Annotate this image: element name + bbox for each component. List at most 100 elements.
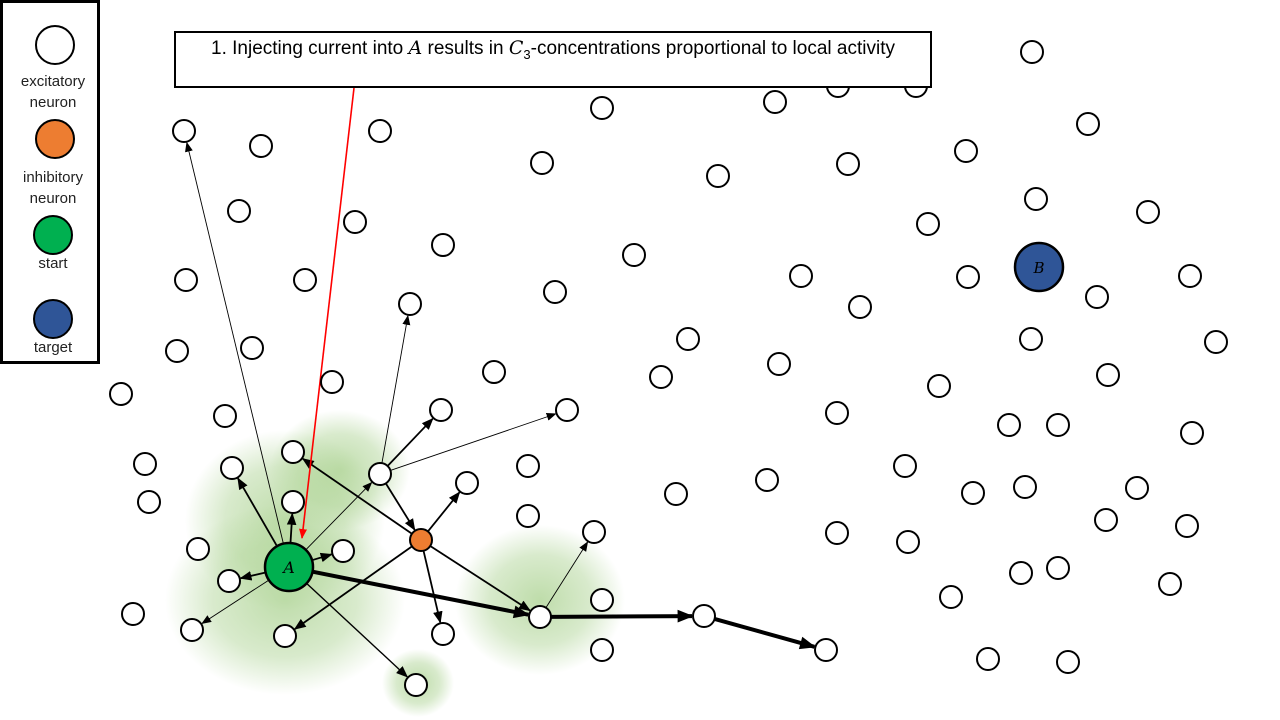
synapse-edge	[427, 491, 461, 533]
excitatory-neuron	[186, 537, 210, 561]
excitatory-neuron	[622, 243, 646, 267]
excitatory-neuron	[763, 90, 787, 114]
target-neuron	[1013, 241, 1065, 293]
excitatory-neuron	[1136, 200, 1160, 224]
callout-box: 1. Injecting current into A results in C…	[174, 31, 932, 88]
excitatory-neuron	[1024, 187, 1048, 211]
excitatory-neuron	[429, 398, 453, 422]
excitatory-neuron	[528, 605, 552, 629]
legend-start-label: start	[38, 255, 68, 272]
excitatory-neuron	[1158, 572, 1182, 596]
excitatory-neuron	[676, 327, 700, 351]
excitatory-neuron	[1204, 330, 1228, 354]
synapse-edge	[286, 512, 297, 544]
synapse-edge	[306, 582, 409, 678]
excitatory-neuron	[368, 462, 392, 486]
excitatory-neuron	[692, 604, 716, 628]
legend-excitatory-label: excitatory neuron	[20, 73, 86, 111]
synapse-edge	[381, 314, 411, 464]
excitatory-neuron	[1076, 112, 1100, 136]
synapse-edge	[293, 545, 413, 630]
synapse-edge	[422, 550, 443, 624]
activity-glow	[165, 505, 405, 695]
start-neuron	[263, 541, 315, 593]
legend: excitatory neuron inhibitory neuron star…	[0, 0, 100, 364]
excitatory-neuron	[180, 618, 204, 642]
excitatory-neuron	[976, 647, 1000, 671]
excitatory-neuron	[455, 471, 479, 495]
excitatory-neuron	[1019, 327, 1043, 351]
excitatory-neuron	[1096, 363, 1120, 387]
legend-target-swatch	[33, 299, 73, 339]
excitatory-neuron	[896, 530, 920, 554]
excitatory-neuron	[398, 292, 422, 316]
synapse-edge	[301, 458, 413, 535]
excitatory-neuron	[227, 199, 251, 223]
excitatory-neuron	[1180, 421, 1204, 445]
synapse-edge	[237, 477, 278, 547]
inhibitory-neuron	[409, 528, 433, 552]
excitatory-neuron	[956, 265, 980, 289]
excitatory-neuron	[1085, 285, 1109, 309]
excitatory-neuron	[1175, 514, 1199, 538]
target-neuron-label: B	[1032, 259, 1044, 277]
excitatory-neuron	[590, 638, 614, 662]
synapse-edge	[385, 482, 416, 531]
callout-subscript: 3	[523, 46, 531, 62]
excitatory-neuron	[431, 233, 455, 257]
special-node-layer: AB	[263, 241, 1065, 593]
activity-glow-layer	[165, 410, 625, 717]
synapse-edge	[714, 617, 816, 650]
excitatory-neuron	[1046, 413, 1070, 437]
legend-inhibitory-swatch	[35, 119, 75, 159]
excitatory-neuron	[848, 295, 872, 319]
excitatory-neuron	[1046, 556, 1070, 580]
excitatory-neuron	[1009, 561, 1033, 585]
excitatory-neuron	[1020, 40, 1044, 64]
excitatory-neuron	[530, 151, 554, 175]
legend-excitatory-swatch	[35, 25, 75, 65]
synapse-edge	[386, 417, 434, 467]
excitatory-neuron	[582, 520, 606, 544]
excitatory-neuron	[755, 468, 779, 492]
excitatory-neuron	[706, 164, 730, 188]
excitatory-neuron	[664, 482, 688, 506]
synapse-edge	[390, 413, 557, 471]
activity-glow	[270, 410, 410, 530]
excitatory-neuron	[916, 212, 940, 236]
synapse-edge	[312, 569, 530, 619]
excitatory-neuron	[213, 404, 237, 428]
excitatory-neuron	[331, 539, 355, 563]
excitatory-neuron	[174, 268, 198, 292]
excitatory-neuron	[961, 481, 985, 505]
excitatory-neuron	[368, 119, 392, 143]
excitatory-neuron	[767, 352, 791, 376]
excitatory-neuron	[220, 456, 244, 480]
excitatory-neuron	[133, 452, 157, 476]
synapse-edge	[201, 579, 270, 625]
synapse-edge	[311, 552, 333, 563]
excitatory-neuron	[240, 336, 264, 360]
excitatory-neuron	[320, 370, 344, 394]
excitatory-neuron	[555, 398, 579, 422]
excitatory-neuron	[516, 454, 540, 478]
callout-suffix: -concentrations proportional to local ac…	[530, 38, 895, 59]
excitatory-neuron	[431, 622, 455, 646]
excitatory-neuron	[649, 365, 673, 389]
excitatory-neuron	[825, 401, 849, 425]
excitatory-neuron	[927, 374, 951, 398]
excitatory-neuron	[893, 454, 917, 478]
excitatory-neuron	[109, 382, 133, 406]
excitatory-neuron	[789, 264, 813, 288]
synapse-edge	[305, 481, 373, 551]
excitatory-neuron	[137, 490, 161, 514]
synapse-edge	[239, 571, 266, 581]
excitatory-neuron	[281, 490, 305, 514]
excitatory-neuron	[281, 440, 305, 464]
excitatory-neuron	[590, 588, 614, 612]
excitatory-neuron	[1178, 264, 1202, 288]
callout-prefix: 1. Injecting current into	[211, 38, 409, 59]
excitatory-neuron	[1013, 475, 1037, 499]
activity-glow	[455, 525, 625, 675]
